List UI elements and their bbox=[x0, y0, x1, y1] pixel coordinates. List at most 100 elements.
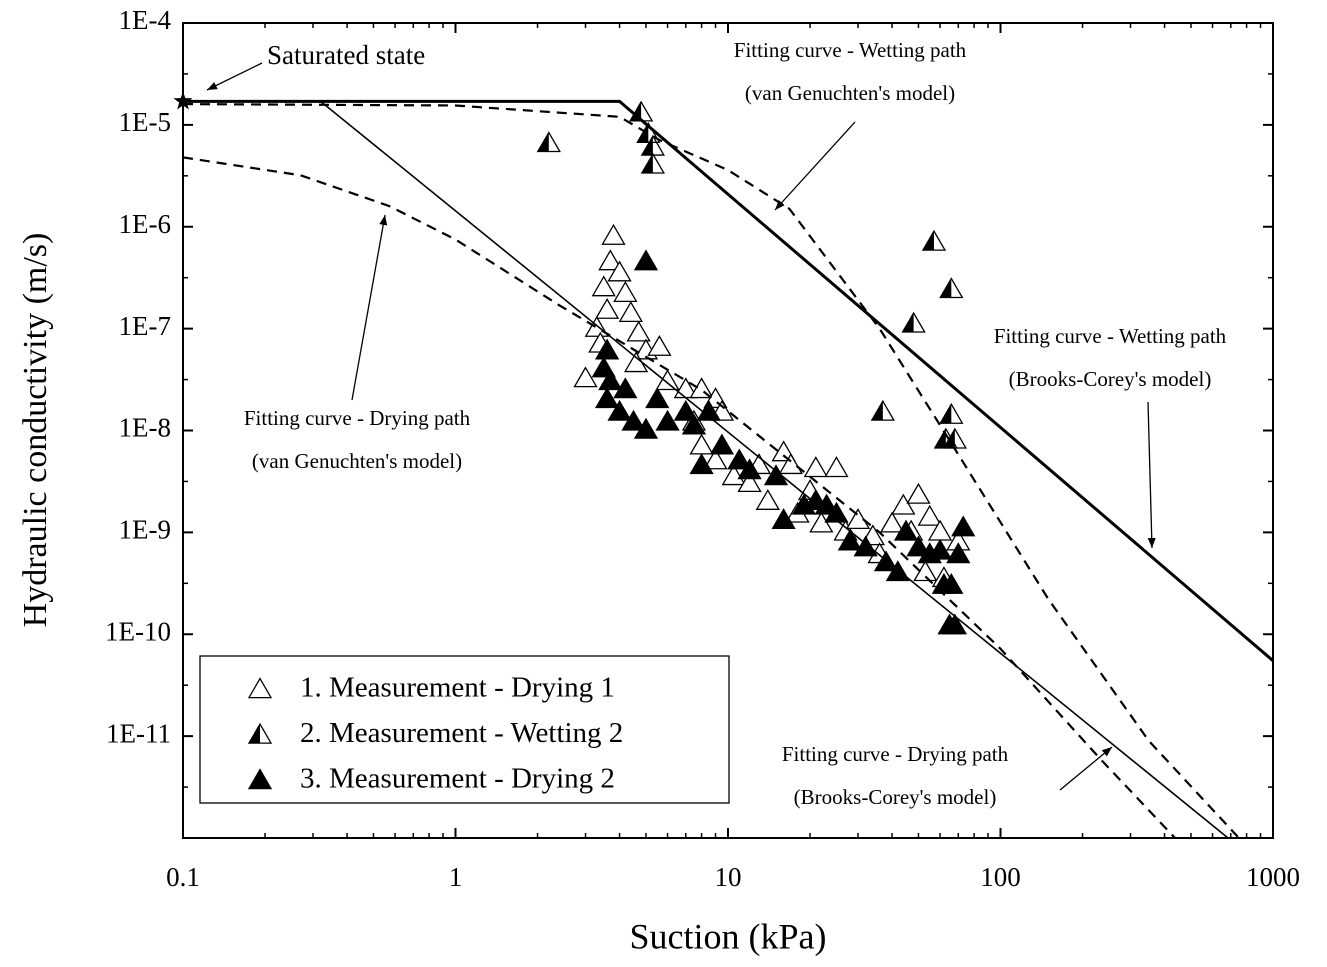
plot-area bbox=[183, 99, 1273, 838]
annotation: (van Genuchten's model) bbox=[745, 81, 955, 105]
marker bbox=[601, 223, 626, 245]
marker bbox=[536, 131, 561, 153]
marker bbox=[906, 482, 931, 504]
marker bbox=[645, 387, 670, 409]
marker bbox=[681, 413, 707, 435]
marker bbox=[824, 456, 849, 478]
annotation: Fitting curve - Wetting path bbox=[994, 324, 1227, 348]
marker bbox=[594, 338, 620, 360]
marker bbox=[247, 722, 273, 744]
marker bbox=[939, 402, 964, 424]
x-tick-label: 10 bbox=[715, 862, 742, 892]
marker bbox=[771, 508, 796, 530]
marker bbox=[837, 529, 862, 551]
marker bbox=[633, 417, 659, 439]
x-tick-label: 100 bbox=[980, 862, 1021, 892]
marker bbox=[696, 399, 721, 421]
marker bbox=[771, 440, 796, 462]
marker bbox=[607, 260, 632, 282]
marker bbox=[703, 448, 728, 470]
marker bbox=[626, 320, 651, 342]
marker bbox=[803, 456, 828, 478]
y-tick-label: 1E-5 bbox=[119, 107, 171, 137]
marker bbox=[824, 501, 849, 523]
marker bbox=[247, 677, 273, 699]
x-tick-label: 1000 bbox=[1246, 862, 1300, 892]
marker bbox=[640, 152, 665, 174]
annotation: (Brooks-Corey's model) bbox=[794, 785, 997, 809]
arrow bbox=[1147, 401, 1156, 549]
y-tick-label: 1E-8 bbox=[119, 413, 171, 443]
marker bbox=[721, 464, 746, 486]
marker bbox=[647, 334, 672, 356]
marker bbox=[594, 297, 620, 319]
marker-outline bbox=[536, 131, 561, 153]
legend-label: 1. Measurement - Drying 1 bbox=[300, 672, 615, 704]
marker bbox=[879, 511, 905, 533]
fit-line bbox=[183, 102, 1240, 838]
marker bbox=[737, 471, 762, 493]
marker bbox=[917, 504, 942, 526]
x-tick-label: 1 bbox=[449, 862, 463, 892]
fit-line bbox=[183, 156, 1176, 838]
marker-outline bbox=[870, 399, 895, 421]
annotation: Saturated state bbox=[267, 40, 425, 70]
marker-outline bbox=[921, 229, 947, 251]
fit-line bbox=[183, 99, 1273, 662]
marker bbox=[939, 572, 964, 594]
marker-outline bbox=[939, 277, 964, 299]
marker bbox=[618, 301, 643, 322]
marker bbox=[845, 508, 871, 530]
marker bbox=[247, 768, 273, 790]
marker bbox=[870, 399, 895, 421]
marker bbox=[921, 229, 947, 251]
marker-outline bbox=[939, 402, 964, 424]
marker bbox=[727, 448, 752, 470]
marker bbox=[689, 377, 714, 399]
marker bbox=[709, 433, 735, 455]
arrow bbox=[1059, 746, 1113, 791]
marker bbox=[906, 535, 931, 557]
x-axis-title: Suction (kPa) bbox=[630, 916, 827, 956]
legend-box bbox=[199, 655, 730, 804]
marker bbox=[598, 249, 623, 271]
marker bbox=[755, 489, 780, 510]
marker bbox=[853, 535, 878, 557]
legend-label: 3. Measurement - Drying 2 bbox=[300, 763, 615, 795]
marker bbox=[946, 542, 971, 564]
marker-outline bbox=[636, 122, 661, 143]
marker bbox=[689, 453, 714, 475]
marker bbox=[951, 515, 976, 537]
annotation: (van Genuchten's model) bbox=[252, 449, 462, 473]
marker bbox=[621, 409, 646, 431]
annotation: Fitting curve - Drying path bbox=[782, 742, 1009, 766]
marker bbox=[591, 275, 616, 297]
marker bbox=[737, 458, 762, 480]
marker bbox=[893, 519, 919, 541]
marker bbox=[636, 122, 661, 143]
marker bbox=[573, 366, 598, 388]
marker bbox=[633, 249, 659, 271]
marker-outline bbox=[640, 152, 665, 174]
marker bbox=[689, 433, 714, 455]
y-axis-title: Hydraulic conductivity (m/s) bbox=[17, 233, 54, 628]
fit-line bbox=[183, 100, 1229, 838]
marker bbox=[655, 409, 680, 431]
annotation: Fitting curve - Drying path bbox=[244, 406, 471, 430]
marker bbox=[885, 560, 910, 582]
marker bbox=[937, 613, 962, 635]
annotation: (Brooks-Corey's model) bbox=[1009, 367, 1212, 391]
arrow bbox=[774, 121, 856, 211]
y-tick-label: 1E-11 bbox=[106, 718, 171, 748]
annotation-arrows bbox=[206, 62, 1156, 791]
arrow bbox=[206, 62, 263, 91]
marker-outline bbox=[247, 722, 273, 744]
marker bbox=[901, 311, 926, 333]
marker-outline bbox=[901, 311, 926, 333]
saturated-point bbox=[173, 91, 193, 110]
marker bbox=[778, 453, 803, 475]
y-tick-label: 1E-9 bbox=[119, 515, 171, 545]
legend-label: 2. Measurement - Wetting 2 bbox=[300, 717, 623, 749]
y-tick-label: 1E-6 bbox=[119, 209, 171, 239]
